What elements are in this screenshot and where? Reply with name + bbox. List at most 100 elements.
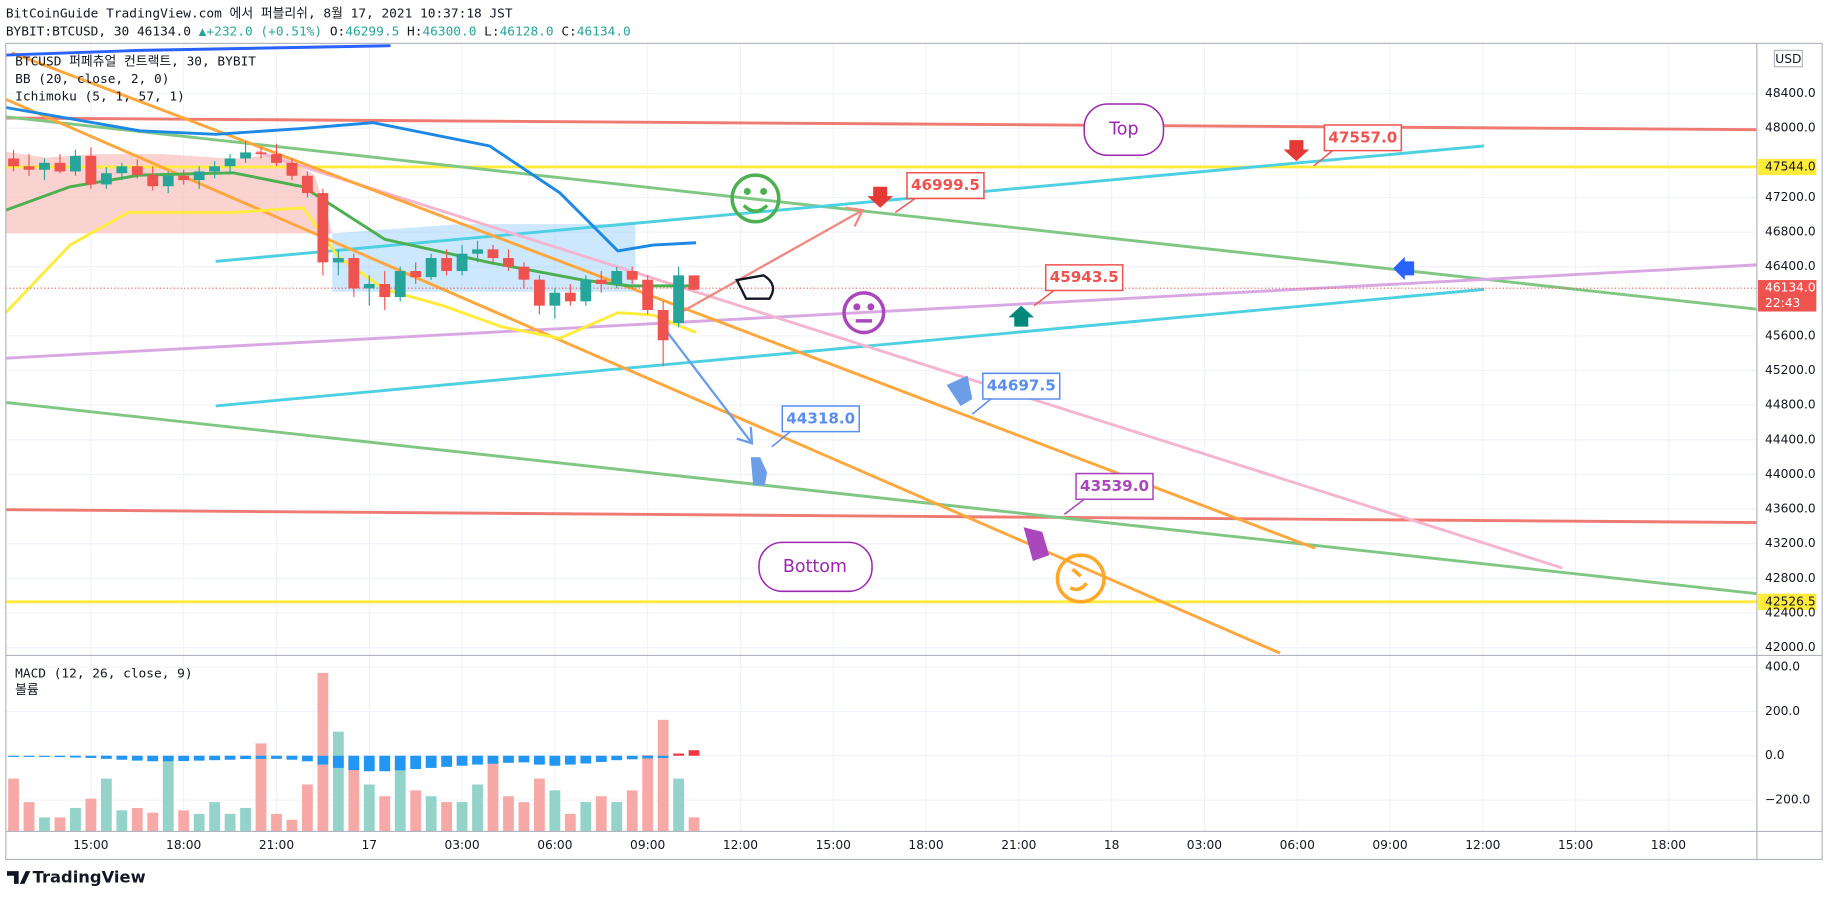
hand-icon (750, 457, 768, 486)
callout-box (894, 172, 985, 214)
x-tick-label: 09:00 (630, 838, 665, 852)
volume-bar (116, 810, 128, 832)
down-arrow (867, 186, 894, 208)
arrow-down (657, 320, 754, 445)
macd-bar (518, 755, 530, 763)
volume-bar (302, 784, 313, 832)
macd-bar (425, 755, 437, 768)
macd-bar (317, 755, 329, 765)
volume-bar (23, 802, 35, 832)
candle-body (271, 154, 282, 163)
arrow-up (675, 206, 865, 317)
macd-bar (240, 755, 251, 760)
callout-box (1313, 124, 1403, 167)
macd-bar (162, 755, 174, 762)
volume-bar (162, 761, 174, 832)
border (5, 42, 1823, 861)
bb-upper (5, 106, 697, 253)
happy-face (730, 173, 781, 224)
y2-tick-label: 200.0 (1765, 704, 1800, 718)
legend-bb: BB (20, close, 2, 0) (15, 72, 169, 87)
macd-bar (116, 755, 128, 760)
candle-body (162, 175, 174, 187)
macd-bar (131, 755, 143, 761)
candle-body (611, 271, 623, 285)
candle-body (85, 155, 97, 185)
macd-bar (688, 750, 700, 756)
macd-bar (85, 755, 97, 758)
ohlc-label: O: (330, 24, 345, 39)
ohlc-label: C: (561, 24, 576, 39)
change: +232.0 (+0.51%) (206, 24, 322, 39)
candle-body (255, 152, 267, 155)
macd-bar (147, 755, 159, 762)
candle-body (147, 174, 159, 187)
volume-bar (533, 778, 545, 832)
y-tick-label: 46800.0 (1765, 225, 1816, 239)
callouts (758, 103, 1403, 593)
volume-bar (85, 798, 97, 832)
candle-body (332, 258, 344, 263)
annotation: 44697.5 (987, 377, 1056, 395)
grid (5, 44, 1757, 832)
candle-body (487, 249, 499, 259)
x-tick-label: 15:00 (73, 838, 108, 852)
volume-bar (595, 796, 607, 832)
volume-bar (286, 819, 298, 832)
macd-bar (332, 755, 344, 768)
macd-bar (673, 753, 685, 756)
published: BitCoinGuide TradingView.com 에서 퍼블리쉬, 8월… (6, 7, 513, 22)
volume-bar (611, 802, 623, 832)
macd-bar (209, 755, 221, 761)
y-tick-label: 42000.0 (1765, 640, 1816, 654)
x-tick-label: 03:00 (1187, 838, 1222, 852)
candle-body (193, 171, 205, 181)
candle-body (240, 152, 251, 159)
volume-bar (688, 817, 700, 832)
candle-body (549, 292, 561, 306)
blue-line (5, 44, 391, 57)
candle-body (688, 275, 700, 290)
candle-body (348, 258, 360, 289)
resistance-line (5, 116, 1757, 132)
x-tick-label: 21:00 (259, 838, 294, 852)
top-bubble (1083, 103, 1165, 157)
candle-body (379, 284, 391, 298)
candle-body (116, 166, 128, 174)
price-tag (1758, 593, 1817, 610)
volume-bar (178, 810, 190, 832)
callout-box (771, 405, 860, 448)
macd-bar (348, 755, 360, 771)
candle-body (23, 166, 35, 170)
macd-bar (23, 755, 35, 757)
volume-bar (348, 761, 360, 832)
macd-bar (580, 755, 592, 764)
candle-body (317, 193, 329, 263)
candle-body (518, 266, 530, 280)
candle-body (209, 166, 221, 172)
y-tick-label: 46400.0 (1765, 259, 1816, 273)
symbol: BYBIT:BTCUSD, 30 (6, 24, 129, 39)
price-tag (1758, 158, 1817, 176)
candle-body (425, 258, 437, 278)
annotation: 46999.5 (911, 176, 980, 194)
left-arrow (1393, 256, 1415, 281)
volume-bar (271, 813, 282, 832)
candle-body (626, 271, 638, 280)
macd-bar (255, 755, 267, 759)
volume-bar (209, 802, 221, 832)
x-tick-label: 18:00 (908, 838, 943, 852)
macd-bar (100, 755, 112, 759)
x-tick-label: 18 (1104, 838, 1120, 852)
macd-bar (487, 755, 499, 764)
y-tick-label: 42800.0 (1765, 571, 1816, 585)
y-tick-label: 45600.0 (1765, 328, 1816, 342)
volume-bar (657, 719, 669, 832)
macd-bar (611, 755, 623, 761)
y-tick-label: 44000.0 (1765, 467, 1816, 481)
macd-bar (564, 755, 576, 765)
candle-body (54, 162, 66, 172)
volume-bar (441, 802, 453, 832)
macd-bar (363, 755, 375, 772)
hand-pointer (735, 274, 775, 300)
